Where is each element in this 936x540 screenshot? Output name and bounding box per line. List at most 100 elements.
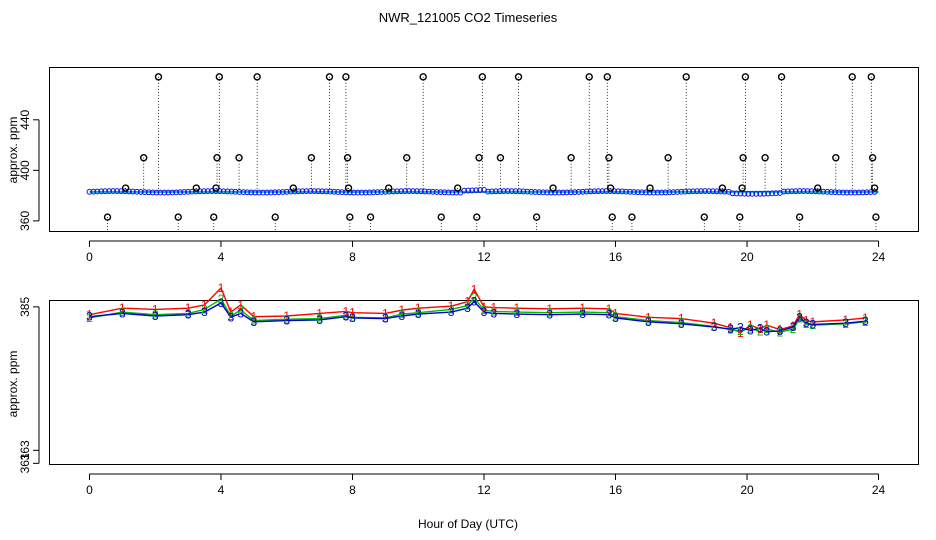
- series-1-marker: 1: [711, 316, 718, 330]
- series-1-marker: 1: [398, 303, 405, 317]
- spike-point: [437, 213, 445, 221]
- baseline-point: [477, 187, 483, 193]
- baseline-point: [441, 189, 448, 196]
- baseline-point: [638, 189, 645, 196]
- spike-point: [532, 213, 541, 221]
- spike-point: [795, 213, 804, 221]
- series-1-marker: 1: [862, 311, 869, 325]
- baseline-point: [619, 188, 625, 195]
- series-3-marker: 3: [398, 309, 405, 323]
- baseline-point: [662, 189, 669, 196]
- baseline-point: [370, 189, 377, 196]
- baseline-point: [709, 188, 716, 195]
- baseline-point: [315, 188, 322, 195]
- spike-point: [121, 184, 130, 192]
- baseline-point: [855, 189, 862, 196]
- baseline-point: [421, 188, 428, 195]
- series-3-marker: 3: [382, 312, 389, 326]
- series-2-marker: 2: [316, 312, 323, 326]
- baseline-point: [366, 189, 373, 196]
- baseline-point: [848, 189, 854, 196]
- baseline-point: [863, 189, 870, 196]
- baseline-point: [808, 188, 815, 195]
- baseline-point: [678, 188, 685, 195]
- baseline-point: [386, 188, 393, 195]
- series-3-marker: 3: [790, 320, 797, 334]
- series-3-marker: 3: [218, 296, 225, 310]
- series-2-marker: 2: [514, 305, 521, 319]
- series-3-marker: 3: [227, 310, 234, 324]
- baseline-point: [173, 189, 180, 196]
- top-x-tick-label: 4: [218, 250, 225, 264]
- baseline-point: [500, 188, 507, 194]
- series-2-marker: 2: [237, 303, 244, 317]
- series-1-marker: 1: [382, 306, 389, 320]
- baseline-point: [374, 189, 381, 196]
- spike-point: [325, 73, 334, 81]
- baseline-point: [788, 188, 795, 195]
- spike-point: [475, 154, 483, 162]
- series-2-marker: 2: [777, 325, 784, 339]
- baseline-point: [90, 188, 97, 195]
- series-3-marker: 3: [862, 314, 869, 328]
- baseline-point: [705, 188, 712, 195]
- top-x-tick-label: 8: [349, 250, 356, 264]
- baseline-point: [804, 188, 811, 195]
- spike-point: [814, 184, 822, 192]
- baseline-point: [141, 189, 148, 196]
- series-3-marker: 3: [579, 307, 586, 321]
- baseline-point: [279, 189, 286, 195]
- series-2-line: [89, 296, 866, 334]
- baseline-point: [102, 188, 109, 195]
- spike-point: [235, 154, 243, 162]
- baseline-point: [516, 188, 523, 195]
- baseline-point: [354, 189, 361, 196]
- spike-point: [253, 73, 261, 81]
- series-1-marker: 1: [218, 281, 225, 295]
- series-1-marker: 1: [86, 308, 93, 322]
- spike-point: [664, 154, 672, 162]
- bottom-x-tick-label: 24: [872, 483, 886, 497]
- baseline-point: [733, 190, 740, 197]
- series-1-marker: 1: [727, 321, 734, 335]
- baseline-point: [410, 188, 416, 194]
- bottom-x-tick-label: 12: [477, 483, 491, 497]
- baseline-point: [840, 189, 846, 196]
- series-1-marker: 1: [747, 318, 754, 332]
- spike-point: [103, 213, 112, 221]
- spike-point: [605, 154, 613, 162]
- series-3-marker: 3: [747, 323, 754, 337]
- baseline-point: [445, 189, 452, 196]
- series-1-marker: 1: [349, 306, 356, 320]
- baseline-point: [780, 188, 787, 195]
- baseline-point: [204, 188, 211, 195]
- baseline-point: [796, 188, 803, 194]
- baseline-point: [161, 189, 168, 196]
- series-2-marker: 2: [796, 312, 803, 326]
- series-2-marker: 2: [612, 310, 619, 324]
- top-y-tick-label: 360: [18, 211, 32, 231]
- spike-point: [832, 154, 840, 162]
- baseline-point: [859, 189, 866, 196]
- baseline-point: [327, 188, 334, 195]
- series-2-marker: 2: [349, 310, 356, 324]
- baseline-point: [390, 188, 397, 195]
- baseline-point: [642, 189, 649, 196]
- top-panel-data: [86, 73, 880, 231]
- spike-point: [210, 213, 218, 221]
- baseline-point: [749, 190, 756, 197]
- spike-point: [567, 154, 575, 162]
- top-panel-y-label: approx. ppm: [6, 117, 20, 184]
- baseline-point: [275, 189, 282, 196]
- series-1-marker: 1: [645, 310, 652, 324]
- series-1-marker: 1: [343, 304, 350, 318]
- spike-point: [739, 154, 747, 162]
- series-3-marker: 3: [606, 308, 613, 322]
- series-3-marker: 3: [415, 307, 422, 321]
- series-1-marker: 1: [448, 299, 455, 313]
- baseline-point: [820, 188, 827, 195]
- baseline-point: [532, 189, 539, 195]
- baseline-point: [240, 189, 247, 196]
